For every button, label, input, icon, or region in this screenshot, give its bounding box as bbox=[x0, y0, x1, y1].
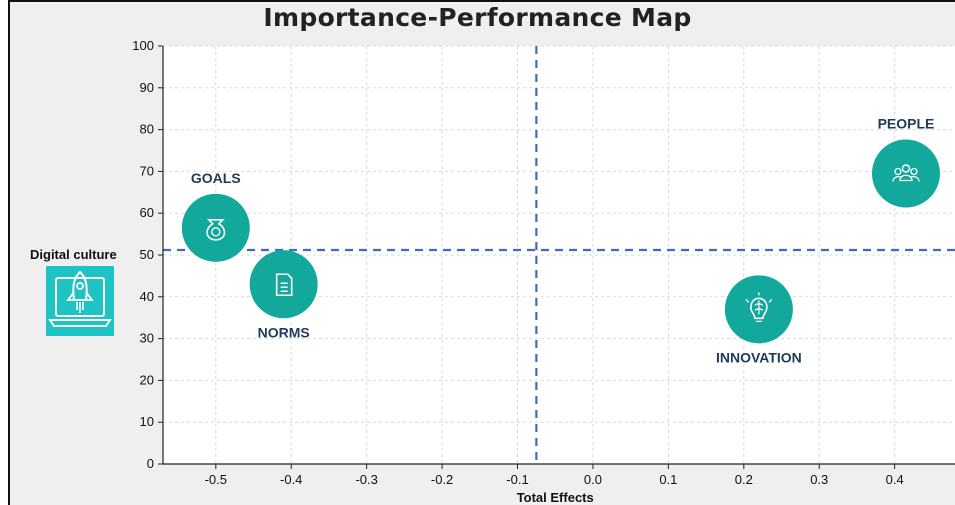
data-point: PEOPLE bbox=[871, 115, 940, 208]
x-tick-label: -0.3 bbox=[355, 472, 377, 487]
point-marker bbox=[871, 139, 940, 208]
lightbulb-brain-icon bbox=[745, 292, 773, 322]
y-tick-label: 80 bbox=[140, 122, 154, 137]
y-tick-label: 50 bbox=[140, 247, 154, 262]
x-tick-label: 0.3 bbox=[810, 472, 828, 487]
point-label: NORMS bbox=[258, 324, 310, 340]
people-group-icon bbox=[892, 164, 920, 182]
rocket-laptop-icon bbox=[46, 266, 114, 336]
x-axis-title: Total Effects bbox=[517, 490, 594, 505]
axes: 0 10 20 30 40 50 60 70 80 90 100 -0.5 -0.4 -0.3 -0.2 -0… bbox=[132, 38, 955, 487]
x-tick-label: -0.2 bbox=[431, 472, 453, 487]
document-icon bbox=[275, 273, 293, 297]
x-tick-label: 0.1 bbox=[659, 472, 677, 487]
point-label: GOALS bbox=[191, 170, 241, 186]
x-tick-label: -0.1 bbox=[506, 472, 528, 487]
point-label: PEOPLE bbox=[878, 115, 935, 131]
y-tick-label: 30 bbox=[140, 331, 154, 346]
data-points: GOALS NORMS INNOVATION PEOPLE bbox=[181, 115, 940, 365]
y-tick-label: 10 bbox=[140, 414, 154, 429]
x-tick-label: 0.2 bbox=[735, 472, 753, 487]
data-point: GOALS bbox=[181, 170, 250, 262]
y-tick-label: 100 bbox=[132, 38, 154, 53]
data-point: INNOVATION bbox=[716, 275, 802, 365]
y-tick-label: 90 bbox=[140, 80, 154, 95]
point-label: INNOVATION bbox=[716, 349, 802, 365]
chart-title: Importance-Performance Map bbox=[263, 3, 692, 32]
x-tick-label: 0.0 bbox=[584, 472, 602, 487]
y-tick-label: 40 bbox=[140, 289, 154, 304]
data-point: NORMS bbox=[249, 250, 318, 340]
y-tick-label: 0 bbox=[147, 456, 154, 471]
point-marker bbox=[249, 250, 318, 319]
y-tick-label: 70 bbox=[140, 163, 154, 178]
x-tick-label: 0.4 bbox=[886, 472, 904, 487]
y-tick-label: 60 bbox=[140, 205, 154, 220]
x-tick-label: -0.4 bbox=[280, 472, 302, 487]
reference-lines bbox=[163, 46, 955, 464]
y-tick-label: 20 bbox=[140, 372, 154, 387]
x-tick-label: -0.5 bbox=[205, 472, 227, 487]
target-construct-label: Digital culture bbox=[30, 247, 117, 262]
money-bag-icon bbox=[206, 219, 226, 241]
